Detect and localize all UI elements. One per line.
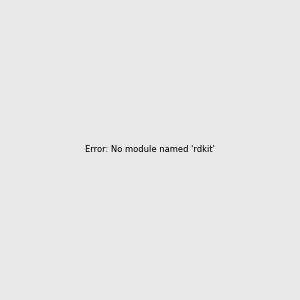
Text: Error: No module named 'rdkit': Error: No module named 'rdkit': [85, 146, 215, 154]
